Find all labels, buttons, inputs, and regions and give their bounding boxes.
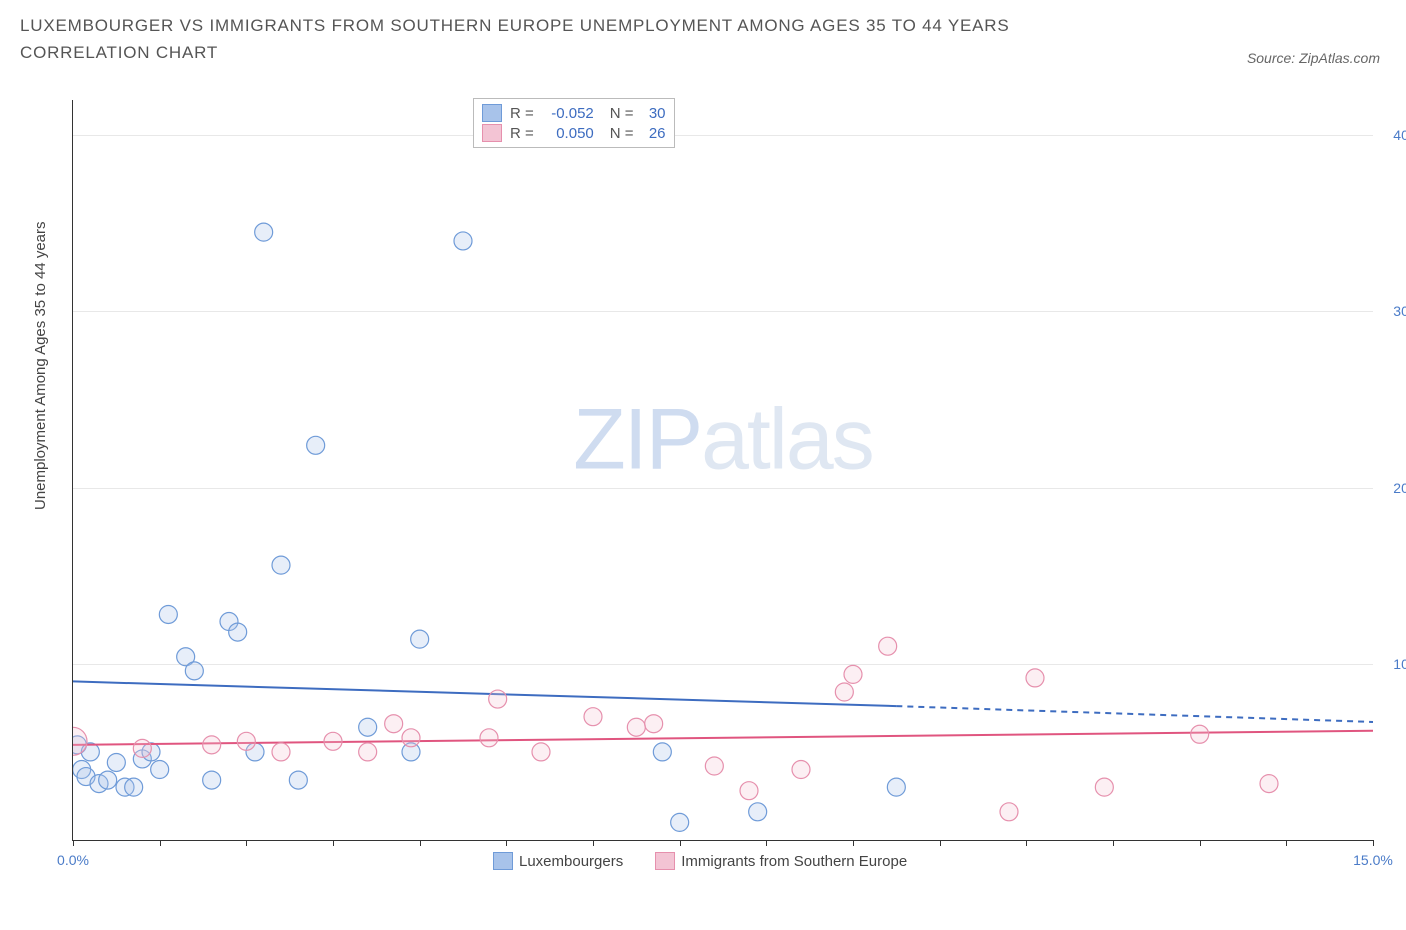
x-tick [506, 840, 507, 846]
legend-label-0: Luxembourgers [519, 853, 623, 870]
y-tick-label: 10.0% [1378, 656, 1406, 672]
x-tick [160, 840, 161, 846]
y-tick-label: 20.0% [1378, 480, 1406, 496]
scatter-svg [73, 100, 1373, 840]
x-tick [1286, 840, 1287, 846]
stat-n-val-0: 30 [640, 105, 666, 122]
x-tick-label: 0.0% [57, 852, 89, 868]
legend-swatch-1 [655, 852, 675, 870]
x-tick [853, 840, 854, 846]
stat-n-label-0: N = [610, 105, 634, 122]
x-tick [1113, 840, 1114, 846]
stats-row-1: R = 0.050 N = 26 [482, 123, 666, 143]
header-row: LUXEMBOURGER VS IMMIGRANTS FROM SOUTHERN… [0, 0, 1406, 66]
y-tick-label: 30.0% [1378, 303, 1406, 319]
x-tick [1373, 840, 1374, 846]
stat-n-label-1: N = [610, 125, 634, 142]
stat-r-label-1: R = [510, 125, 534, 142]
x-tick [420, 840, 421, 846]
stat-r-val-1: 0.050 [540, 125, 594, 142]
chart-title: LUXEMBOURGER VS IMMIGRANTS FROM SOUTHERN… [20, 12, 1120, 66]
stats-row-0: R = -0.052 N = 30 [482, 103, 666, 123]
stats-legend: R = -0.052 N = 30 R = 0.050 N = 26 [473, 98, 675, 148]
bottom-legend: Luxembourgers Immigrants from Southern E… [493, 852, 907, 870]
x-tick [246, 840, 247, 846]
x-tick [1200, 840, 1201, 846]
x-tick [1026, 840, 1027, 846]
stat-r-val-0: -0.052 [540, 105, 594, 122]
x-tick [73, 840, 74, 846]
legend-item-0: Luxembourgers [493, 852, 623, 870]
x-tick [766, 840, 767, 846]
y-tick-label: 40.0% [1378, 127, 1406, 143]
plot-container: Unemployment Among Ages 35 to 44 years Z… [36, 100, 1386, 870]
legend-label-1: Immigrants from Southern Europe [681, 853, 907, 870]
x-tick-label: 15.0% [1353, 852, 1393, 868]
stat-r-label-0: R = [510, 105, 534, 122]
legend-swatch-0 [493, 852, 513, 870]
y-axis-label: Unemployment Among Ages 35 to 44 years [32, 221, 49, 510]
x-tick [680, 840, 681, 846]
plot-area: ZIPatlas R = -0.052 N = 30 R = 0.050 N =… [72, 100, 1373, 841]
swatch-0 [482, 104, 502, 122]
x-tick [940, 840, 941, 846]
swatch-1 [482, 124, 502, 142]
source-label: Source: ZipAtlas.com [1247, 12, 1386, 66]
x-tick [333, 840, 334, 846]
legend-item-1: Immigrants from Southern Europe [655, 852, 907, 870]
x-tick [593, 840, 594, 846]
stat-n-val-1: 26 [640, 125, 666, 142]
